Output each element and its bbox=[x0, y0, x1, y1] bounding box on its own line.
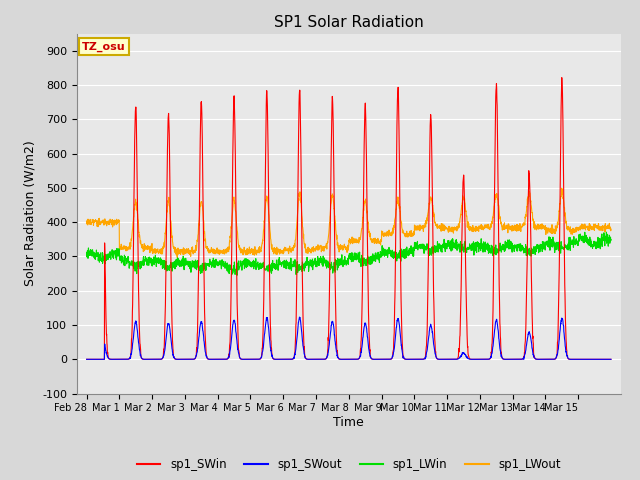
sp1_LWin bbox=[234, 272, 241, 278]
sp1_LWin bbox=[83, 254, 90, 260]
Line: sp1_SWin: sp1_SWin bbox=[86, 78, 611, 360]
sp1_SWout bbox=[380, 357, 388, 362]
sp1_LWout bbox=[173, 254, 181, 260]
Line: sp1_SWout: sp1_SWout bbox=[86, 317, 611, 360]
sp1_LWin bbox=[600, 237, 607, 242]
sp1_SWin bbox=[506, 357, 514, 362]
sp1_SWout bbox=[135, 343, 143, 348]
sp1_LWout bbox=[557, 185, 565, 191]
sp1_LWout bbox=[607, 226, 615, 232]
sp1_SWin bbox=[135, 312, 143, 317]
sp1_LWin bbox=[507, 244, 515, 250]
sp1_SWin bbox=[536, 357, 544, 362]
sp1_LWout bbox=[135, 229, 143, 235]
Legend: sp1_SWin, sp1_SWout, sp1_LWin, sp1_LWout: sp1_SWin, sp1_SWout, sp1_LWin, sp1_LWout bbox=[132, 454, 566, 476]
sp1_SWin bbox=[380, 357, 388, 362]
sp1_LWout bbox=[600, 224, 608, 230]
sp1_LWin bbox=[248, 262, 256, 268]
Text: TZ_osu: TZ_osu bbox=[82, 42, 126, 52]
sp1_LWout bbox=[536, 224, 544, 229]
Line: sp1_LWout: sp1_LWout bbox=[86, 188, 611, 257]
sp1_LWin bbox=[603, 229, 611, 235]
sp1_SWin bbox=[600, 357, 607, 362]
sp1_LWout bbox=[507, 226, 515, 231]
sp1_LWin bbox=[380, 251, 388, 257]
Title: SP1 Solar Radiation: SP1 Solar Radiation bbox=[274, 15, 424, 30]
sp1_LWin bbox=[536, 241, 544, 247]
sp1_LWout bbox=[248, 248, 256, 254]
sp1_LWout bbox=[83, 219, 90, 225]
Line: sp1_LWin: sp1_LWin bbox=[86, 232, 611, 275]
sp1_SWin bbox=[248, 357, 256, 362]
sp1_SWout bbox=[536, 357, 544, 362]
sp1_SWout bbox=[600, 357, 607, 362]
sp1_SWin bbox=[558, 75, 566, 81]
sp1_SWin bbox=[607, 357, 615, 362]
sp1_LWout bbox=[380, 230, 388, 236]
Y-axis label: Solar Radiation (W/m2): Solar Radiation (W/m2) bbox=[24, 141, 36, 287]
sp1_SWout bbox=[607, 357, 615, 362]
sp1_LWin bbox=[135, 263, 143, 269]
sp1_LWin bbox=[607, 237, 615, 242]
sp1_SWin bbox=[83, 357, 90, 362]
sp1_SWout bbox=[83, 357, 90, 362]
sp1_SWout bbox=[296, 314, 303, 320]
sp1_SWout bbox=[507, 357, 515, 362]
X-axis label: Time: Time bbox=[333, 416, 364, 429]
sp1_SWout bbox=[248, 357, 256, 362]
